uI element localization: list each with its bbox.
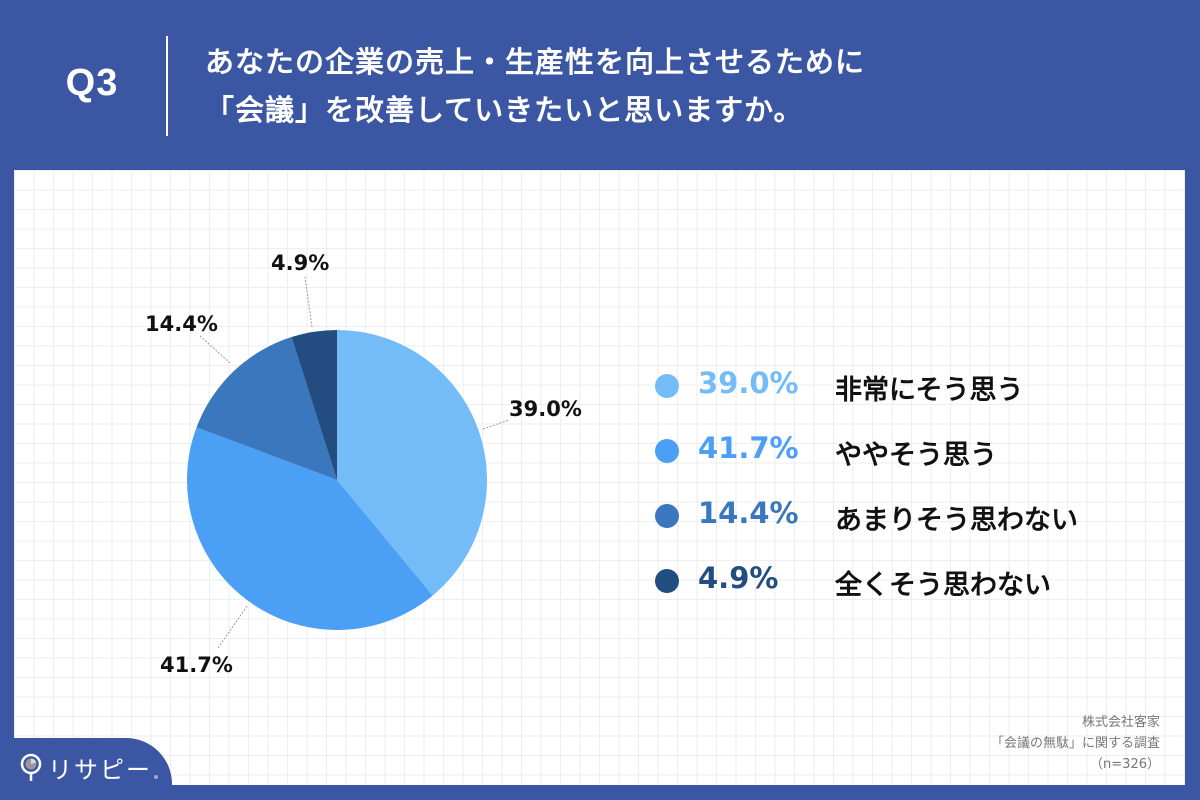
leader-line-14-4 — [198, 334, 231, 364]
logo-text: リサピー — [48, 756, 152, 784]
legend-label: 全くそう思わない — [835, 570, 1051, 601]
pie-slice — [196, 337, 337, 480]
logo-dot — [154, 774, 158, 779]
legend-dot-icon — [655, 439, 679, 463]
question-title-line-1: あなたの企業の売上・生産性を向上させるために — [205, 45, 866, 79]
pie-label-slice-4: 4.9% — [271, 251, 330, 275]
pie-label-slice-3: 14.4% — [145, 312, 218, 336]
legend-percent: 41.7% — [698, 431, 799, 465]
map-pin-pie-icon — [20, 753, 42, 781]
legend-percent: 4.9% — [698, 561, 779, 595]
legend-dot-icon — [655, 569, 679, 593]
legend-percent: 39.0% — [698, 366, 799, 400]
pie-leader-lines — [198, 276, 510, 649]
header: Q3 あなたの企業の売上・生産性を向上させるために 「会議」を改善していきたいと… — [0, 0, 1200, 170]
question-number: Q3 — [65, 62, 119, 104]
leader-line-4-9 — [304, 276, 313, 328]
legend-dot-icon — [655, 504, 679, 528]
pie-slices — [187, 330, 487, 630]
leader-line-39 — [482, 419, 510, 430]
logo: リサピー — [20, 750, 158, 785]
source-survey: 「会議の無駄」に関する調査 — [990, 736, 1160, 751]
pie-slice — [337, 330, 487, 596]
header-divider — [166, 36, 168, 136]
legend-label: ややそう思う — [835, 440, 997, 471]
legend-label: あまりそう思わない — [835, 505, 1078, 536]
pie-label-slice-2: 41.7% — [160, 653, 233, 677]
question-title: あなたの企業の売上・生産性を向上させるために 「会議」を改善していきたいと思いま… — [205, 38, 865, 134]
pie-slice — [187, 427, 433, 630]
legend-label: 非常にそう思う — [835, 375, 1024, 406]
question-title-line-2: 「会議」を改善していきたいと思いますか。 — [205, 93, 804, 127]
pie-label-slice-1: 39.0% — [509, 397, 582, 421]
source-sample-size: （n=326） — [1090, 757, 1160, 772]
source-note: 株式会社客家 「会議の無駄」に関する調査 （n=326） — [991, 712, 1160, 775]
leader-line-41-7 — [217, 605, 248, 649]
legend-percent: 14.4% — [698, 496, 799, 530]
legend-dot-icon — [655, 374, 679, 398]
logo-tab — [0, 738, 172, 800]
source-company: 株式会社客家 — [1081, 715, 1160, 730]
pie-slice — [291, 330, 337, 480]
